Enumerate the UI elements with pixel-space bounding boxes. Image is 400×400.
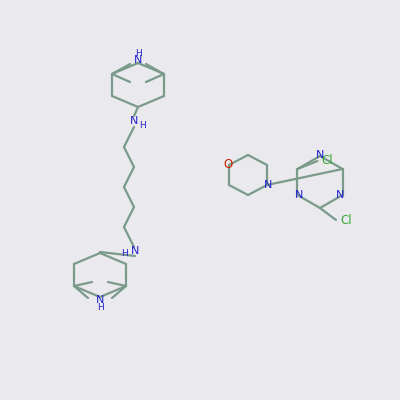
Text: Cl: Cl xyxy=(322,154,333,168)
Text: N: N xyxy=(96,295,104,305)
Text: N: N xyxy=(264,180,272,190)
Text: N: N xyxy=(134,55,142,65)
Text: N: N xyxy=(131,246,139,256)
Text: H: H xyxy=(135,48,141,58)
Text: H: H xyxy=(140,122,146,130)
Text: N: N xyxy=(336,190,345,200)
Text: H: H xyxy=(122,248,128,258)
Text: O: O xyxy=(223,158,232,170)
Text: N: N xyxy=(130,116,138,126)
Text: N: N xyxy=(295,190,304,200)
Text: H: H xyxy=(97,304,103,312)
Text: N: N xyxy=(316,150,324,160)
Text: Cl: Cl xyxy=(340,214,352,226)
